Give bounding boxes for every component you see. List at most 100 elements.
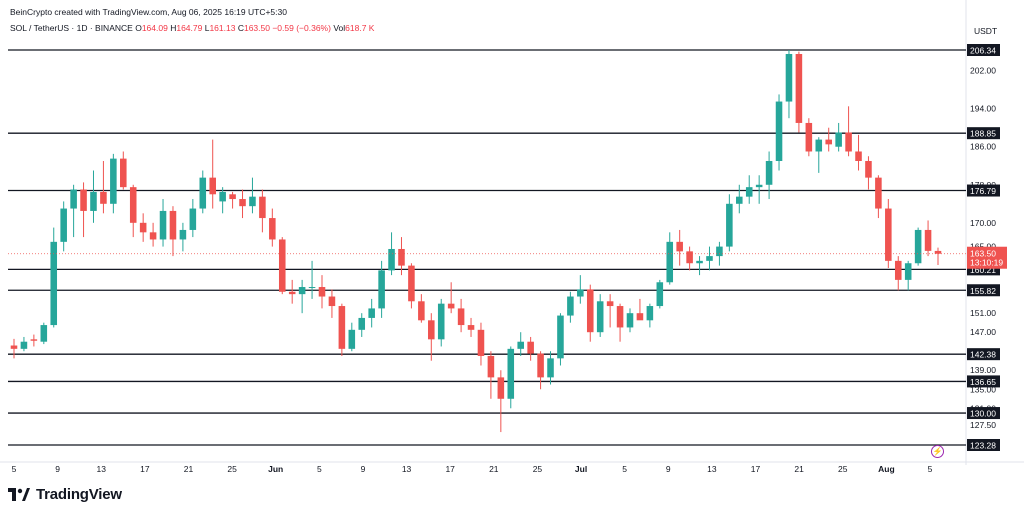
candle-body <box>795 53 803 123</box>
time-tick-label: 13 <box>97 464 107 474</box>
candle-body <box>457 308 465 326</box>
time-tick-label: Jul <box>575 464 587 474</box>
candle-body <box>368 308 375 318</box>
candle-body <box>199 177 207 209</box>
close-label: C <box>237 23 244 33</box>
candle-body <box>30 339 38 341</box>
candle-body <box>60 208 67 242</box>
level-tag-label: 160.21 <box>970 265 996 275</box>
time-tick-label: 5 <box>317 464 322 474</box>
candle-body <box>606 301 614 307</box>
candle-body <box>219 191 226 202</box>
time-tick-label: 25 <box>838 464 848 474</box>
candle-body <box>736 196 743 204</box>
candle-body <box>447 303 455 309</box>
candle-body <box>269 218 276 240</box>
attribution-text: BeinCrypto created with TradingView.com,… <box>10 7 287 17</box>
time-tick-label: 25 <box>533 464 543 474</box>
candle-body <box>914 229 922 264</box>
candle-body <box>189 208 197 230</box>
candle-body <box>815 139 823 152</box>
level-tag-label: 155.82 <box>970 286 996 296</box>
candle-body <box>885 208 892 261</box>
candle-body <box>358 317 366 330</box>
low-label: L <box>204 23 210 33</box>
candle-body <box>348 329 356 349</box>
candle-body <box>40 325 48 342</box>
change-value: −0.59 (−0.36%) <box>272 23 331 33</box>
last-price-label: 163.50 <box>970 249 996 259</box>
candle-body <box>805 122 813 152</box>
candle-body <box>308 287 316 289</box>
level-tag <box>967 284 1000 297</box>
candle-body <box>50 241 58 326</box>
level-tag <box>967 375 1000 388</box>
candle-body <box>467 325 475 330</box>
tradingview-logo[interactable]: TradingView <box>8 486 122 503</box>
level-tag <box>967 44 1000 56</box>
candle-body <box>557 315 564 359</box>
candle-body <box>298 287 306 295</box>
candle-body <box>865 160 872 178</box>
candle-body <box>249 196 256 207</box>
candle-body <box>596 301 604 333</box>
candle-body <box>90 191 97 211</box>
candle-body <box>745 187 753 197</box>
open-label: O <box>135 23 142 33</box>
close-value: 163.50 <box>243 23 270 33</box>
volume-value: 618.7 K <box>345 23 375 33</box>
price-tick-label: 135.00 <box>970 384 996 394</box>
candle-body <box>765 160 773 185</box>
candle-body <box>855 151 862 161</box>
candle-body <box>418 301 425 321</box>
candle-body <box>437 303 445 340</box>
time-tick-label: 5 <box>928 464 933 474</box>
time-tick-label: 25 <box>227 464 237 474</box>
time-tick-label: 21 <box>184 464 194 474</box>
symbol-name[interactable]: SOL / TetherUS · 1D · BINANCE <box>10 23 133 33</box>
level-tag <box>967 407 1000 420</box>
candle-body <box>209 177 216 195</box>
candle-body <box>626 313 634 328</box>
candle-body <box>567 296 574 316</box>
candle-body <box>378 270 385 309</box>
countdown-label: 13:10:19 <box>970 258 1003 268</box>
candle-body <box>239 199 246 207</box>
candle-body <box>636 313 644 321</box>
tradingview-brand: TradingView <box>36 486 122 503</box>
time-tick-label: 17 <box>140 464 150 474</box>
volume-label: Vol <box>333 23 346 33</box>
low-value: 161.13 <box>209 23 236 33</box>
candle-body <box>179 229 187 240</box>
candle-body <box>716 246 723 257</box>
candle-body <box>288 291 296 295</box>
candle-body <box>398 248 405 266</box>
time-tick-label: 21 <box>794 464 804 474</box>
level-tag <box>967 348 1000 361</box>
time-tick-label: 17 <box>751 464 761 474</box>
high-value: 164.79 <box>176 23 203 33</box>
candle-body <box>616 306 624 328</box>
candle-body <box>129 187 137 223</box>
candle-body <box>507 348 515 399</box>
candle-body <box>70 189 77 209</box>
candle-body <box>477 329 485 356</box>
candle-body <box>825 139 832 145</box>
candle-body <box>487 355 495 378</box>
tradingview-logo-icon <box>8 487 30 501</box>
candle-body <box>169 210 177 240</box>
time-tick-label: 13 <box>402 464 412 474</box>
lightning-icon[interactable]: ⚡ <box>931 445 944 458</box>
candle-body <box>577 289 584 297</box>
price-tick-label: 165.00 <box>970 242 996 252</box>
candle-body <box>338 306 346 349</box>
candle-body <box>229 194 236 200</box>
level-tag-label: 188.85 <box>970 129 996 139</box>
price-tick-label: 139.00 <box>970 365 996 375</box>
candle-body <box>875 177 882 209</box>
candle-body <box>666 241 674 283</box>
price-tick-label: 170.00 <box>970 218 996 228</box>
candle-body <box>537 353 544 378</box>
candle-body <box>845 132 852 152</box>
